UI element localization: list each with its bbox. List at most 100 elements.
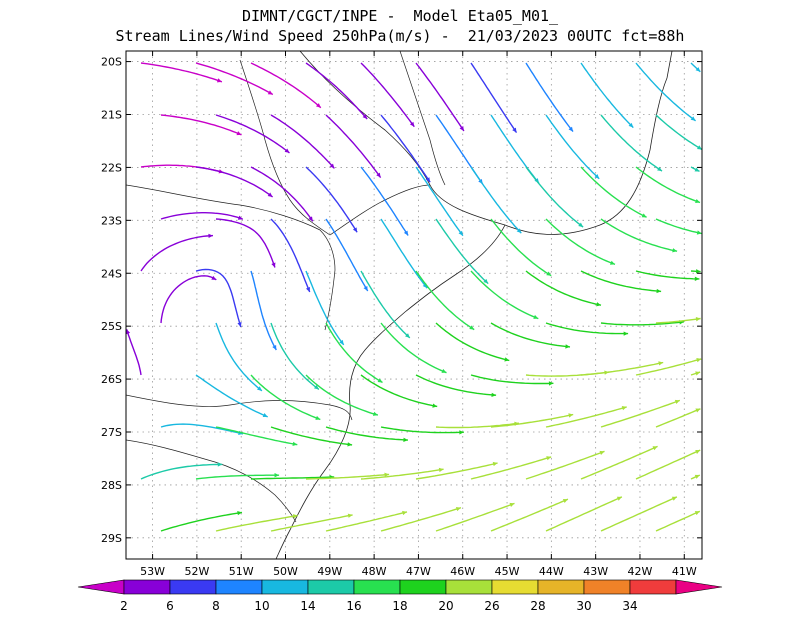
streamline-arrow	[694, 511, 700, 516]
streamline-arrow	[674, 399, 680, 404]
streamline	[635, 449, 701, 480]
streamline-arrow	[384, 472, 390, 477]
streamline	[545, 322, 629, 335]
streamline	[160, 511, 243, 532]
streamline	[470, 62, 518, 133]
state-border	[239, 59, 331, 236]
streamline	[435, 502, 515, 532]
streamline	[525, 62, 574, 133]
lon-tick-label: 52W	[184, 565, 209, 578]
streamline-arrow	[262, 413, 268, 418]
colorbar-segment	[399, 579, 447, 595]
lon-tick-label: 42W	[628, 565, 653, 578]
lon-tick-label: 49W	[317, 565, 342, 578]
streamline	[195, 268, 242, 328]
streamline-arrow	[565, 344, 570, 349]
streamline	[126, 329, 142, 376]
streamline-arrow	[458, 230, 463, 236]
streamline	[490, 114, 540, 184]
streamline	[250, 62, 322, 109]
streamline-arrow	[516, 228, 522, 234]
streamline	[415, 62, 465, 132]
streamline-arrow	[208, 233, 213, 239]
streamline	[195, 166, 274, 198]
streamline	[580, 445, 658, 480]
streamline	[140, 62, 223, 83]
streamline	[160, 212, 244, 220]
streamline	[470, 374, 554, 385]
streamline	[525, 166, 584, 228]
streamline-arrow	[271, 262, 276, 268]
lon-tick-label: 44W	[539, 565, 564, 578]
streamline-arrow	[402, 510, 407, 516]
streamline	[415, 270, 475, 331]
lat-tick-label: 22S	[101, 161, 122, 174]
colorbar-segment	[491, 579, 539, 595]
streamline-arrow	[217, 462, 223, 467]
streamline-arrow	[363, 285, 368, 291]
streamline-arrow	[672, 248, 678, 253]
coastline	[299, 51, 673, 235]
streamline-arrow	[694, 276, 700, 281]
streamline-arrow	[492, 461, 498, 467]
streamline	[270, 322, 320, 390]
state-border	[126, 184, 336, 331]
lon-tick-label: 45W	[495, 565, 520, 578]
streamline	[360, 270, 411, 339]
streamline-arrow	[546, 271, 552, 276]
streamline-arrow	[621, 406, 627, 411]
streamline	[305, 374, 379, 416]
streamline	[580, 361, 664, 376]
colorbar-segment	[169, 579, 217, 595]
streamline	[215, 218, 276, 268]
streamline-arrow	[455, 506, 461, 512]
streamline	[325, 322, 383, 384]
streamline-arrow	[695, 67, 701, 72]
streamline	[195, 374, 268, 418]
streamline	[415, 166, 464, 237]
streamline-arrow	[568, 126, 574, 132]
colorbar-label: 16	[346, 599, 361, 613]
streamline	[600, 496, 678, 532]
colorbar-label: 14	[300, 599, 315, 613]
streamline-arrow	[362, 114, 368, 120]
colorbar-arrow-right	[675, 579, 723, 595]
streamline	[470, 166, 522, 234]
streamline	[270, 426, 353, 446]
lon-tick-label: 53W	[140, 565, 165, 578]
streamline-arrow	[316, 103, 321, 108]
streamline-arrow	[459, 126, 464, 132]
colorbar-label: 2	[120, 599, 128, 613]
streamline-arrow	[568, 413, 574, 418]
streamline-arrow	[599, 450, 605, 455]
streamline	[580, 62, 634, 129]
lon-tick-label: 51W	[229, 565, 254, 578]
streamline	[305, 166, 358, 233]
streamline-arrow	[596, 302, 602, 307]
streamline-arrow	[425, 177, 431, 183]
streamline-arrow	[376, 172, 381, 178]
streamline-arrow	[548, 381, 554, 386]
streamline-arrow	[512, 127, 517, 133]
map-frame	[125, 50, 703, 560]
lat-tick-label: 27S	[101, 426, 122, 439]
streamline-arrow	[491, 392, 497, 398]
streamline	[250, 166, 314, 222]
streamline	[215, 322, 263, 392]
streamline	[655, 408, 701, 428]
streamline	[140, 234, 214, 272]
streamline-arrow	[609, 260, 615, 265]
streamline	[270, 218, 311, 293]
colorbar-segment	[583, 579, 631, 595]
streamline	[270, 514, 353, 532]
streamline-arrow	[339, 339, 344, 345]
streamline	[435, 322, 510, 362]
streamline-arrow	[697, 145, 702, 150]
streamline	[380, 218, 428, 289]
streamline-arrow	[469, 325, 475, 330]
streamline	[655, 218, 702, 235]
streamline	[490, 413, 574, 428]
colorbar-label: 20	[438, 599, 453, 613]
streamline-arrow	[628, 122, 634, 128]
streamline	[490, 218, 552, 277]
